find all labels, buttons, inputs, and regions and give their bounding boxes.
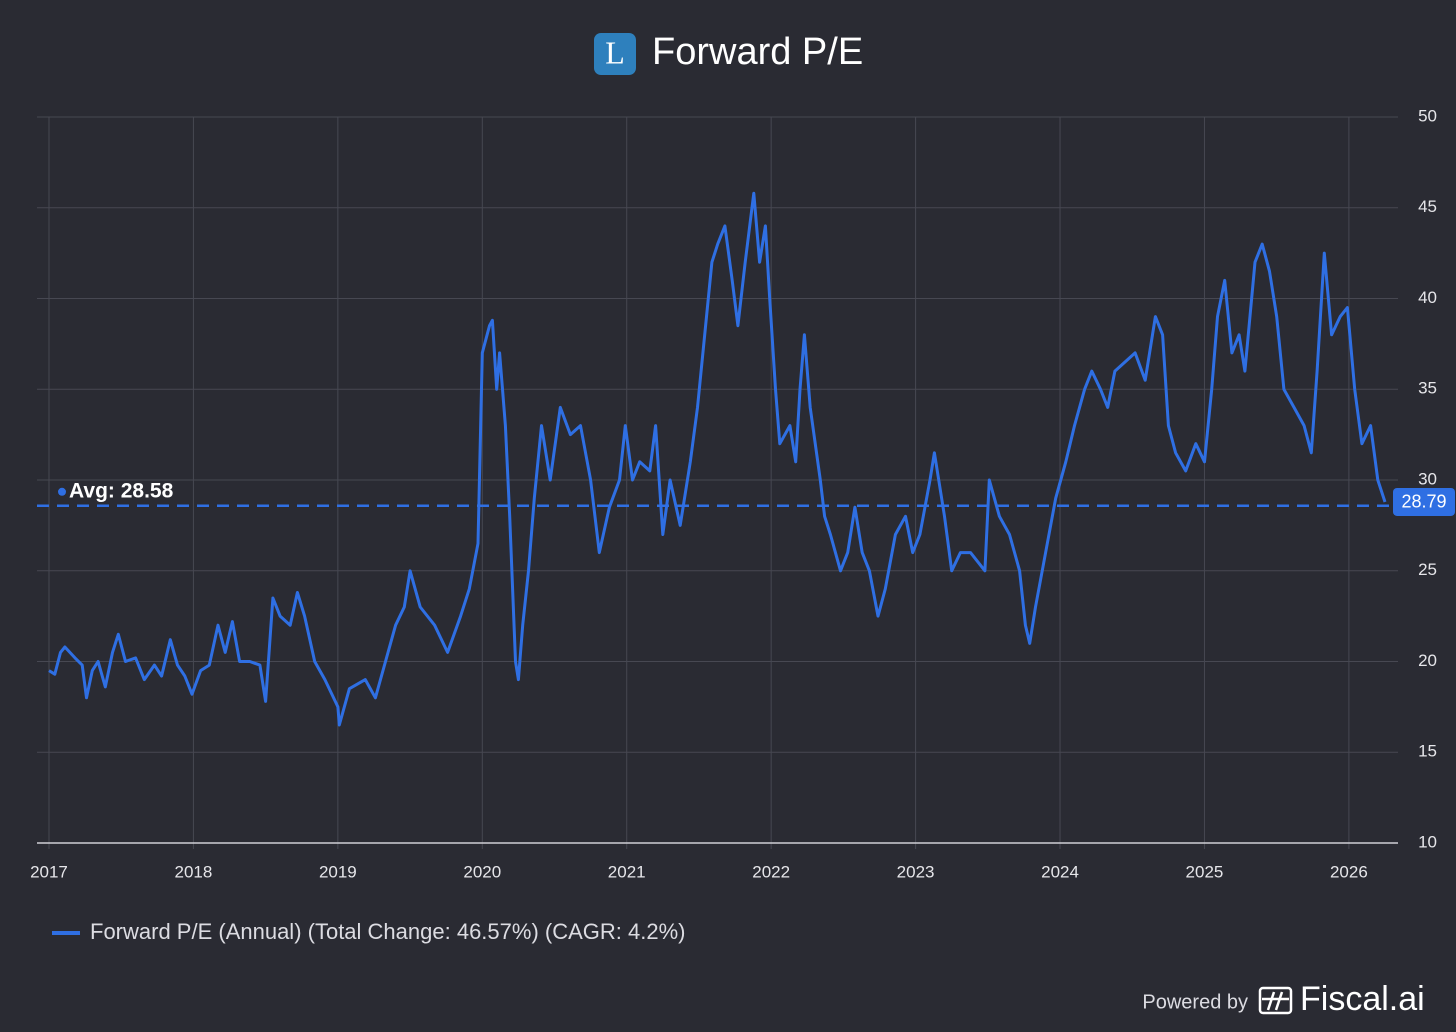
last-value-label: 28.79 — [1401, 492, 1446, 512]
x-tick-label: 2017 — [30, 862, 68, 881]
x-tick-label: 2023 — [897, 862, 935, 881]
x-tick-label: 2021 — [608, 862, 646, 881]
data-line — [48, 191, 1387, 727]
y-tick-label: 45 — [1418, 197, 1437, 216]
x-tick-label: 2025 — [1186, 862, 1224, 881]
average-label: Avg: 28.58 — [69, 479, 174, 502]
average-dot — [58, 487, 66, 496]
y-tick-label: 30 — [1418, 469, 1437, 488]
x-tick-label: 2026 — [1330, 862, 1368, 881]
x-tick-label: 2019 — [319, 862, 357, 881]
last-value-badge — [1393, 487, 1455, 516]
legend-label: Forward P/E (Annual) (Total Change: 46.5… — [90, 919, 685, 944]
y-tick-label: 50 — [1418, 106, 1437, 125]
logo-text: L — [605, 34, 625, 70]
brand-icon — [1258, 986, 1293, 1015]
brand: Fiscal.ai — [1300, 980, 1425, 1018]
x-tick-label: 2018 — [175, 862, 213, 881]
y-tick-label: 40 — [1418, 288, 1437, 307]
y-tick-label: 35 — [1418, 379, 1437, 398]
y-tick-label: 25 — [1418, 560, 1437, 579]
logo — [594, 33, 636, 75]
x-tick-label: 2020 — [463, 862, 501, 881]
y-tick-label: 10 — [1418, 832, 1437, 851]
powered-by: Powered by — [1142, 991, 1248, 1013]
x-tick-label: 2022 — [752, 862, 790, 881]
chart-title: Forward P/E — [652, 31, 863, 73]
x-tick-label: 2024 — [1041, 862, 1079, 881]
y-tick-label: 20 — [1418, 651, 1437, 670]
y-tick-label: 15 — [1418, 742, 1437, 761]
